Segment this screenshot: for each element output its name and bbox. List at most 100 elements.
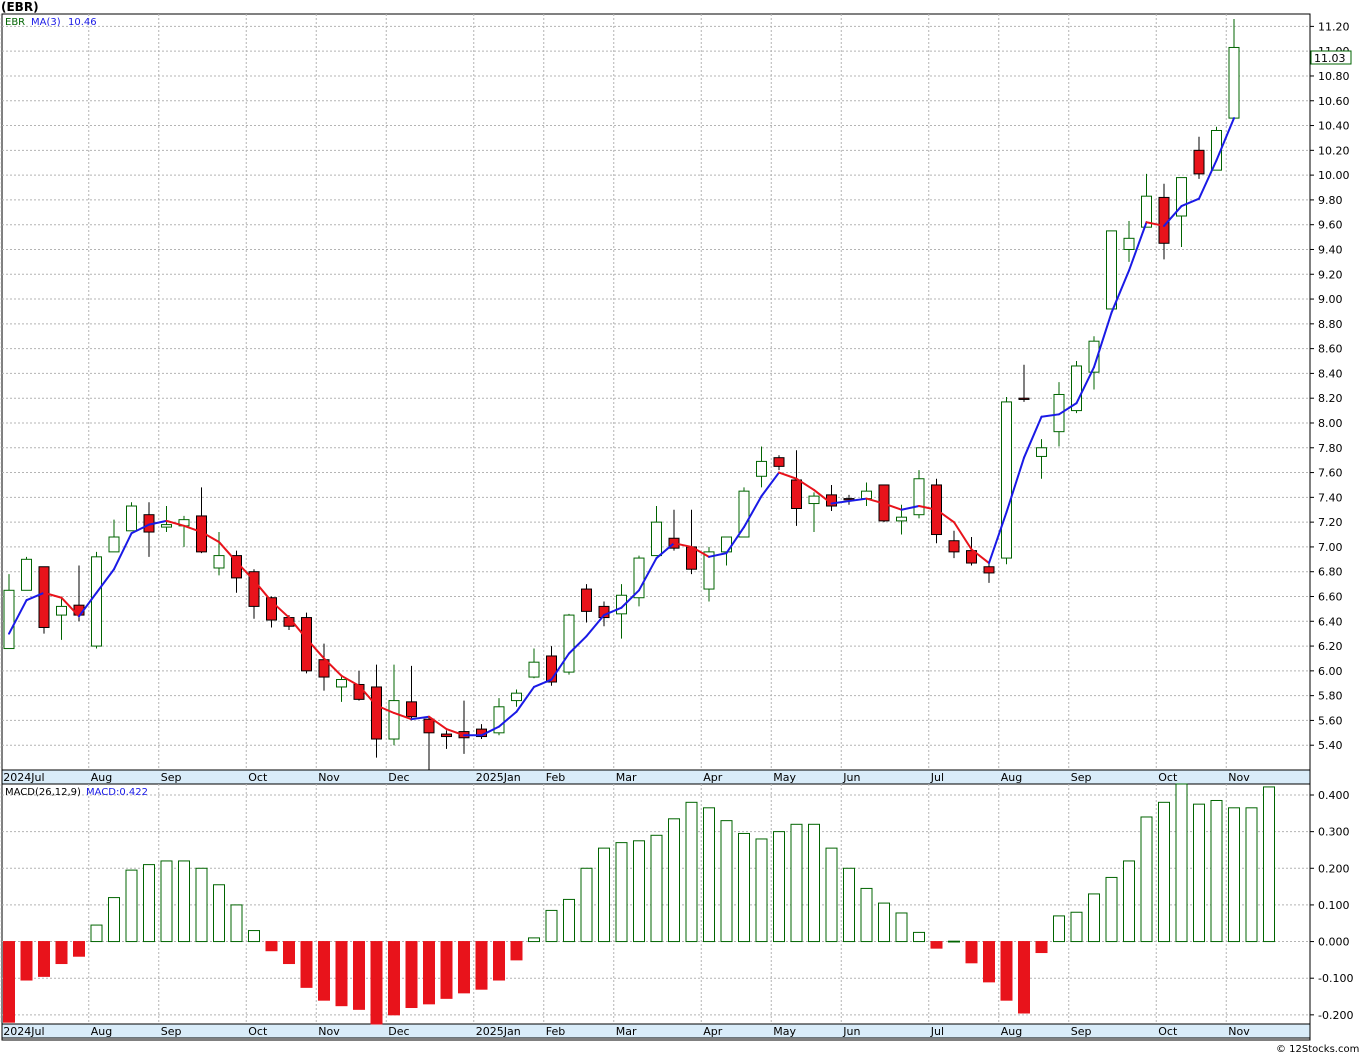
macd-bar	[160, 860, 173, 943]
macd-bar	[1088, 893, 1100, 943]
candle-body	[91, 556, 102, 647]
ma3-segment	[165, 519, 185, 527]
macd-bar	[1000, 941, 1013, 1001]
candle	[1001, 396, 1012, 565]
price-ytick-label: 8.60	[1318, 343, 1343, 356]
candle-body	[441, 733, 452, 738]
candle	[1036, 439, 1047, 479]
ma3-segment	[428, 715, 448, 731]
candle-body	[1228, 46, 1240, 119]
macd-bar	[580, 867, 593, 943]
price-xtick-label: Jun	[842, 771, 860, 784]
candle	[511, 689, 522, 707]
candle	[616, 584, 627, 639]
price-ytick-label: 5.60	[1318, 714, 1343, 727]
macd-ytick-label: -0.100	[1318, 972, 1353, 985]
candle-body	[248, 571, 260, 607]
ma3-segment	[253, 579, 273, 603]
price-ytick-label: 8.80	[1318, 318, 1343, 331]
candle-body	[528, 661, 540, 678]
macd-bar	[388, 941, 400, 1016]
price-x-axis: 2024Jul Aug Sep Oct Nov Dec 2025Jan Feb Mar Apr Ma…	[3, 771, 1250, 784]
candle-body	[913, 478, 925, 516]
ma3-segment	[778, 471, 798, 480]
price-ytick-label: 5.40	[1318, 739, 1343, 752]
candle-body	[1053, 393, 1065, 433]
macd-bar	[720, 820, 733, 943]
ma3-segment	[655, 542, 675, 560]
macd-xtick-label: Nov	[1228, 1025, 1250, 1038]
candle-body	[1088, 340, 1100, 373]
ma3-segment	[95, 568, 115, 594]
candle	[791, 450, 802, 526]
last-price-tag: 11.03	[1314, 52, 1346, 65]
macd-bar	[1105, 876, 1118, 943]
ma3-segment	[270, 600, 290, 619]
macd-bar	[528, 937, 540, 943]
macd-ytick-label: 0.100	[1318, 899, 1350, 912]
price-xtick-label: Oct	[1158, 771, 1178, 784]
macd-bar	[738, 832, 750, 943]
macd-xtick-label: 2024Jul	[3, 1025, 44, 1038]
candle-body	[301, 617, 312, 672]
macd-bar	[283, 941, 295, 965]
candle-body	[983, 566, 995, 574]
ma3-segment	[8, 599, 28, 635]
price-xtick-label: Aug	[1001, 771, 1022, 784]
macd-ytick-label: 0.000	[1318, 936, 1350, 949]
price-ytick-label: 7.80	[1318, 442, 1343, 455]
macd-bar	[563, 898, 575, 943]
candle	[931, 478, 942, 544]
candle-body	[563, 614, 575, 673]
candle	[913, 470, 925, 519]
macd-bar	[1210, 799, 1223, 943]
candle	[1106, 230, 1117, 310]
macd-bar	[405, 941, 418, 1009]
candle-body	[703, 551, 715, 590]
ma3-segment	[25, 591, 45, 602]
macd-bar	[108, 897, 120, 943]
ma3-segment	[113, 532, 133, 571]
ma3-segment	[1145, 221, 1165, 227]
candle	[738, 487, 750, 538]
candle-body	[266, 597, 277, 621]
ma3-segment	[918, 505, 938, 511]
macd-bar	[300, 941, 313, 988]
macd-bar	[633, 840, 645, 943]
candle	[493, 698, 505, 736]
candle	[91, 551, 102, 649]
candle	[843, 494, 855, 505]
ma3-segment	[288, 616, 308, 640]
candle-body	[651, 521, 662, 557]
price-ytick-label: 11.20	[1318, 20, 1350, 33]
candle	[773, 455, 785, 471]
price-xtick-label: Sep	[161, 771, 182, 784]
price-y-axis: 5.40 5.60 5.80 6.00 6.20 6.40 6.60 6.80 7.00 7.20…	[1310, 20, 1350, 752]
macd-bar	[1263, 786, 1275, 943]
ma3-segment	[673, 542, 693, 548]
price-ytick-label: 8.20	[1318, 392, 1343, 405]
price-xtick-label: Apr	[703, 771, 723, 784]
macd-bar	[965, 941, 978, 964]
candle-body	[388, 700, 400, 740]
macd-bar	[930, 941, 943, 949]
price-ytick-label: 7.60	[1318, 467, 1343, 480]
candle	[633, 555, 645, 607]
candle	[563, 613, 575, 675]
candle-body	[108, 536, 120, 553]
candle-body	[1141, 195, 1152, 228]
ma3-segment	[1163, 205, 1183, 227]
price-ytick-label: 10.20	[1318, 144, 1350, 157]
ma3-segment	[375, 704, 395, 714]
legend-ma-value: 10.46	[68, 17, 97, 28]
macd-ytick-label: 0.300	[1318, 826, 1350, 839]
price-ytick-label: 5.80	[1318, 690, 1343, 703]
ma3-segment	[480, 725, 500, 737]
candle	[983, 561, 995, 583]
ma3-segment	[515, 685, 535, 713]
price-ytick-label: 7.40	[1318, 491, 1343, 504]
ma3-segment	[848, 497, 868, 503]
macd-bar	[265, 941, 278, 952]
macd-bar	[1140, 816, 1153, 943]
